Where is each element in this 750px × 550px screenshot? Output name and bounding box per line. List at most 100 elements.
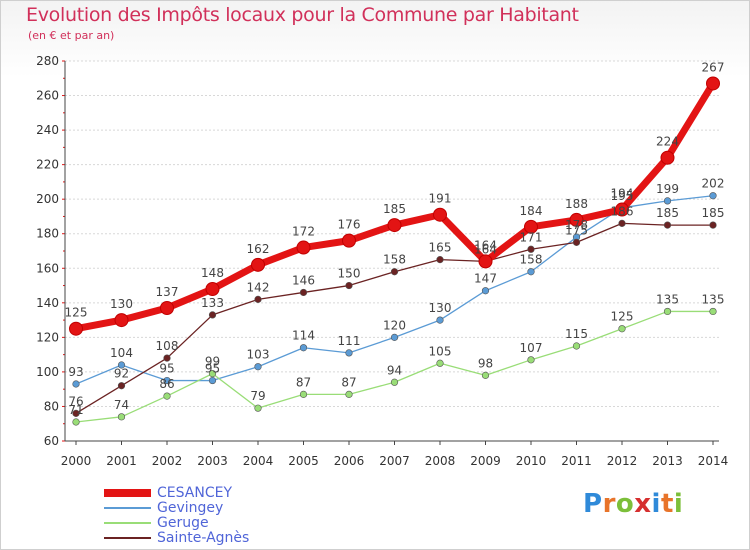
data-point (296, 240, 311, 255)
data-label: 95 (159, 362, 174, 376)
legend-swatch (104, 521, 151, 524)
logo-letter: x (634, 489, 652, 519)
data-label: 178 (565, 218, 588, 232)
data-point (117, 413, 126, 421)
data-label: 176 (338, 218, 361, 232)
data-label: 86 (159, 377, 174, 391)
data-label: 115 (565, 327, 588, 341)
data-label: 137 (156, 285, 179, 299)
data-label: 184 (520, 204, 543, 218)
data-label: 76 (68, 394, 83, 408)
x-tick-label: 2014 (698, 454, 729, 468)
data-point (572, 238, 581, 246)
data-point (572, 342, 581, 350)
data-label: 186 (611, 204, 634, 218)
y-tick-label: 180 (36, 227, 59, 241)
data-label: 188 (565, 197, 588, 211)
data-point (663, 307, 672, 316)
y-tick-label: 100 (36, 365, 59, 379)
data-label: 224 (656, 135, 679, 149)
data-label: 164 (474, 238, 497, 252)
x-tick-label: 2010 (516, 454, 547, 468)
y-tick-label: 260 (36, 89, 59, 103)
data-label: 94 (387, 363, 402, 377)
legend-swatch (104, 536, 151, 539)
data-label: 194 (611, 187, 634, 201)
legend-label: CESANCEY (157, 484, 232, 501)
x-tick-label: 2007 (379, 454, 410, 468)
data-label: 130 (110, 297, 133, 311)
data-label: 120 (383, 318, 406, 332)
data-point (527, 245, 535, 253)
data-label: 147 (474, 272, 497, 286)
data-point (527, 356, 535, 364)
logo-letter: o (615, 489, 635, 519)
y-tick-label: 160 (36, 261, 59, 275)
data-point (387, 218, 402, 233)
data-label: 199 (656, 182, 679, 196)
data-label: 79 (250, 389, 265, 403)
data-label: 165 (429, 241, 452, 255)
data-point (163, 376, 171, 385)
data-point (436, 316, 444, 324)
y-tick-label: 240 (36, 123, 59, 137)
data-point (481, 371, 490, 379)
data-point (208, 311, 217, 319)
x-tick-label: 2009 (470, 454, 501, 468)
data-label: 172 (292, 225, 315, 239)
legend-item: CESANCEY (104, 484, 249, 501)
data-point (342, 233, 356, 248)
legend-label: Sainte-Agnès (157, 529, 250, 546)
data-label: 133 (201, 296, 224, 310)
y-tick-label: 140 (36, 296, 59, 310)
data-point (663, 221, 672, 229)
data-label: 114 (292, 329, 315, 343)
data-point (390, 333, 399, 341)
data-point (706, 76, 720, 91)
x-tick-label: 2011 (561, 454, 592, 468)
data-point (481, 287, 490, 295)
data-point (299, 390, 308, 398)
data-point (663, 197, 672, 205)
data-label: 185 (702, 206, 725, 220)
data-label: 74 (114, 398, 129, 412)
data-label: 130 (429, 301, 452, 315)
y-tick-label: 280 (36, 54, 59, 68)
logo-letter: i (651, 489, 661, 519)
data-label: 158 (520, 253, 543, 267)
logo-letter: t (660, 489, 674, 519)
legend-item: Gevingey (104, 500, 249, 516)
data-point (709, 307, 717, 316)
data-label: 103 (247, 348, 270, 362)
proxiti-logo: Proxiti (583, 489, 683, 519)
data-point (208, 370, 217, 378)
logo-letter: i (673, 489, 684, 519)
logo-letter: P (583, 489, 603, 519)
data-point (163, 354, 171, 362)
data-point (569, 212, 584, 227)
data-label: 150 (338, 267, 361, 281)
data-point (345, 349, 353, 357)
data-label: 164 (474, 242, 497, 256)
x-tick-label: 2000 (61, 454, 92, 468)
data-label: 135 (702, 292, 725, 306)
data-label: 93 (68, 365, 83, 379)
data-label: 202 (702, 177, 725, 191)
plot-area (65, 61, 719, 441)
chart-title: Evolution des Impôts locaux pour la Comm… (26, 4, 579, 26)
x-tick-label: 2004 (243, 454, 274, 468)
data-label: 175 (565, 223, 588, 237)
x-tick-label: 2002 (152, 454, 183, 468)
data-point (254, 404, 262, 412)
data-point (390, 378, 399, 386)
y-tick-label: 80 (44, 399, 59, 413)
legend: CESANCEY Gevingey Geruge Sainte-Agnès (104, 484, 250, 546)
data-point (433, 207, 447, 222)
x-tick-label: 2003 (197, 454, 228, 468)
data-point (660, 150, 675, 165)
data-point (72, 409, 80, 417)
data-point (160, 301, 174, 315)
data-label: 71 (68, 403, 83, 417)
